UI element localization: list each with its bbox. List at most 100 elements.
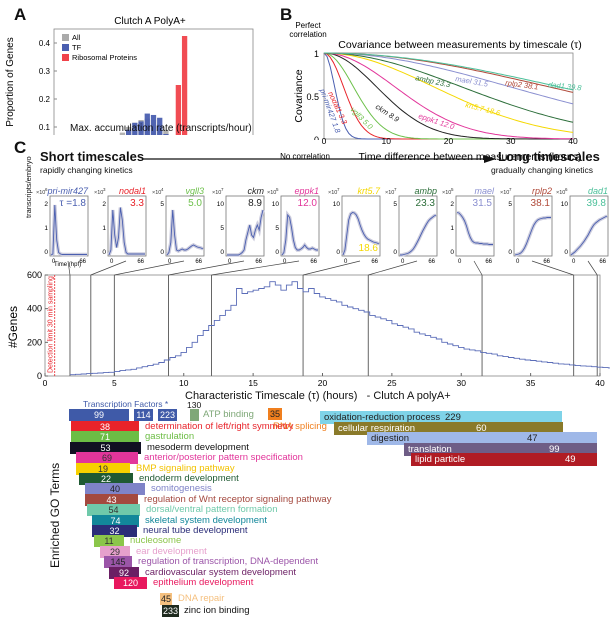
inset-x-end: 66 xyxy=(428,259,435,265)
inset-y-tick: 5 xyxy=(275,225,279,232)
tau-connector-line xyxy=(114,260,185,276)
x-tick-label: 15 xyxy=(248,378,258,388)
bar-tf xyxy=(144,113,150,135)
go-term-label: BMP signaling pathway xyxy=(136,462,235,474)
go-right-label: digestion xyxy=(371,433,410,445)
bar-ribosomal-proteins xyxy=(181,36,188,135)
legend-swatch xyxy=(62,44,69,51)
go-term-bar: 19 xyxy=(76,462,130,475)
inset-tau: τ =1.8 xyxy=(60,198,87,209)
inset-scale: ×10 xyxy=(500,190,509,196)
inset-tau: 12.0 xyxy=(298,198,318,209)
inset-nodal1: ×103 nodal1 3.3 0 1 2 0 66 xyxy=(94,186,147,265)
chart-b-covariance: Perfect correlation Covariance between m… xyxy=(289,21,582,140)
inset-frame xyxy=(569,195,609,257)
inset-y-tick: 1 xyxy=(450,225,454,232)
chart-b-title: Covariance between measurements by times… xyxy=(338,39,581,51)
inset-y-tick: 1 xyxy=(44,225,48,232)
inset-scale-exp: 7 xyxy=(509,187,512,192)
inset-y-tick: 5 xyxy=(160,201,164,208)
inset-scale-exp: 5 xyxy=(451,187,454,192)
inset-scale: ×10 xyxy=(152,190,161,196)
x-tick-label: 20 xyxy=(318,378,328,388)
inset-gene-name: ambp xyxy=(414,186,437,196)
inset-x-end: 66 xyxy=(599,259,606,265)
inset-pri-mir427: ×106 pri-mir427 τ =1.8 0 1 2 0 66 xyxy=(36,186,89,265)
panel-label-b: B xyxy=(280,5,293,24)
inset-tau: 23.3 xyxy=(416,198,436,209)
atp-bar xyxy=(190,409,199,421)
inset-x-end: 66 xyxy=(371,259,378,265)
inset-ambp: ×107 ambp 23.3 0 5 0 66 xyxy=(385,186,438,265)
inset-rplp2: ×107 rplp2 38.1 0 5 0 66 xyxy=(500,186,553,265)
inset-y-tick: 10 xyxy=(217,201,225,208)
y-tick-label: 0 xyxy=(314,135,319,140)
inset-curve xyxy=(400,214,437,256)
inset-x-end: 66 xyxy=(137,259,144,265)
chart-b-ylabel: Covariance xyxy=(293,69,305,122)
go-term-bar: 22 xyxy=(79,473,133,485)
tau-connector-line xyxy=(67,260,71,276)
inset-curve xyxy=(50,204,87,256)
chart-a-histogram: Clutch A PolyA+ 00.10.20.30.410210410610… xyxy=(5,16,254,135)
no-correlation-label: No correlation xyxy=(280,152,330,161)
go-term-label: skeletal system development xyxy=(145,514,267,526)
inset-frame xyxy=(398,195,438,257)
inset-y-tick: 0 xyxy=(393,249,397,256)
inset-y-tick: 0 xyxy=(336,249,340,256)
x-tick-label: 25 xyxy=(387,378,397,388)
go-term-bar: 145 xyxy=(104,556,132,569)
inset-y-tick: 10 xyxy=(333,201,341,208)
inset-curve xyxy=(227,209,264,256)
inset-tau: 31.5 xyxy=(473,198,493,209)
inset-y-tick: 0 xyxy=(450,249,454,256)
inset-krt5.7: ×107 krt5.7 18.6 0 10 0 66 xyxy=(328,186,381,265)
inset-gene-name: krt5.7 xyxy=(357,186,381,196)
tau-connector-line xyxy=(531,260,574,276)
go-term-bar: 92 xyxy=(109,566,139,579)
y-tick-label: 0.3 xyxy=(39,67,51,76)
x-tick-label: 40 xyxy=(568,136,578,146)
perfect-correlation-label-2: correlation xyxy=(289,30,326,39)
y-tick-label: 600 xyxy=(27,270,42,280)
chart-b-xlabel: Time difference between measurements (ho… xyxy=(359,151,582,162)
rna-bar: 35 xyxy=(268,408,282,420)
inset-gene-name: dad1 xyxy=(588,186,608,196)
go-right-label: translation xyxy=(408,443,452,455)
inset-x-start: 0 xyxy=(401,259,405,265)
go-term-label: dorsal/ventral pattern formation xyxy=(146,504,278,516)
curve-ambp xyxy=(324,52,574,123)
panel-label-a: A xyxy=(14,5,27,24)
detection-limit-label: Detection limit 30 min sampling xyxy=(48,276,55,373)
go-term-bar: 74 xyxy=(92,514,139,527)
histogram-line xyxy=(70,281,610,376)
inset-y-tick: 1 xyxy=(102,225,106,232)
y-tick-label: 1 xyxy=(314,49,319,59)
go-right-bar: lipid particle 49 xyxy=(411,453,597,467)
go-term-label: nucleosome xyxy=(130,535,182,547)
go-right-count: 49 xyxy=(565,454,576,466)
inset-frame xyxy=(513,195,553,257)
long-timescales-title: Long timescales xyxy=(498,149,600,164)
go-right-bar: digestion 47 xyxy=(367,432,597,446)
inset-x-start: 0 xyxy=(458,259,462,265)
tf-bar: 114 xyxy=(134,409,153,421)
inset-frame xyxy=(455,195,495,257)
y-tick-label: 200 xyxy=(27,337,42,347)
inset-y-tick: 0 xyxy=(220,249,224,256)
inset-scale-exp: 7 xyxy=(394,187,397,192)
inset-y-tick: 5 xyxy=(508,201,512,208)
inset-x-start: 0 xyxy=(168,259,172,265)
bar-tf xyxy=(125,129,132,135)
inset-gene-name: pri-mir427 xyxy=(46,186,89,196)
go-term-bar: 38 xyxy=(71,421,139,433)
inset-gene-name: eppk1 xyxy=(294,186,319,196)
zinc-label: zinc ion binding xyxy=(184,605,250,616)
inset-gene-name: vgll3 xyxy=(185,186,204,196)
go-right-count: 99 xyxy=(549,443,560,455)
inset-curve xyxy=(514,217,551,256)
inset-x-start: 0 xyxy=(516,259,520,265)
curve-krt5.7 xyxy=(324,52,574,133)
